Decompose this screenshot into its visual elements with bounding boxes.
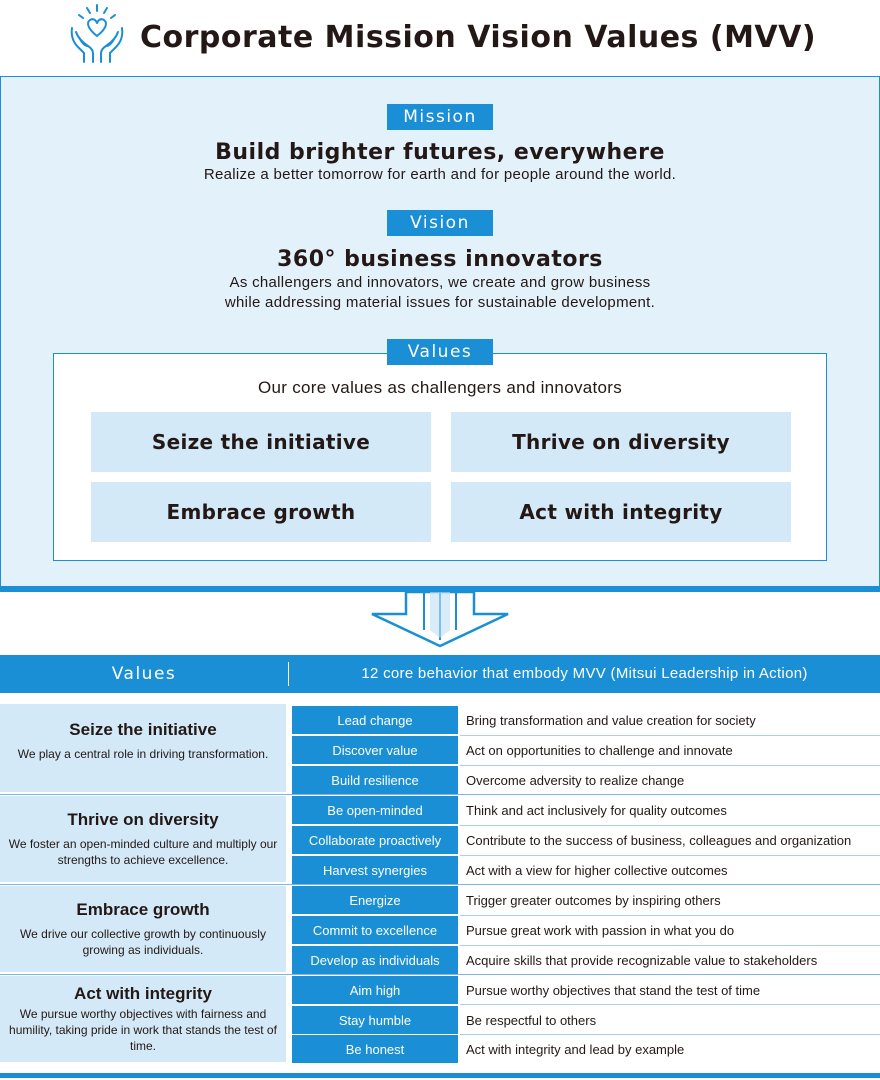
- table-bottom-border: [0, 1073, 880, 1078]
- behavior-name: Energize: [292, 886, 458, 914]
- row-divider: [460, 945, 880, 946]
- row-divider: [460, 765, 880, 766]
- down-arrow-icon: [371, 590, 509, 648]
- behavior-desc: Be respectful to others: [466, 1012, 597, 1028]
- value-group-cell: [0, 976, 286, 1062]
- heart-in-hands-icon: [70, 4, 124, 63]
- table-header-behaviors: 12 core behavior that embody MVV (Mitsui…: [361, 665, 808, 682]
- behavior-name: Stay humble: [292, 1006, 458, 1034]
- behavior-desc: Pursue great work with passion in what y…: [466, 922, 735, 938]
- table-header-divider: [288, 662, 289, 686]
- value-group-cell: [0, 796, 286, 882]
- value-card-seize: Seize the initiative: [91, 412, 431, 472]
- vision-label: Vision: [387, 210, 493, 236]
- row-divider: [460, 825, 880, 826]
- value-group-cell: [0, 886, 286, 972]
- value-group-desc: We play a central role in driving transf…: [17, 747, 269, 761]
- values-label: Values: [387, 339, 493, 365]
- behavior-name: Aim high: [292, 976, 458, 1004]
- value-group-cell: [0, 704, 286, 792]
- group-divider: [0, 974, 880, 975]
- behavior-name: Harvest synergies: [292, 856, 458, 884]
- behavior-desc: Act on opportunities to challenge and in…: [466, 742, 733, 758]
- value-card-growth: Embrace growth: [91, 482, 431, 542]
- vision-headline: 360° business innovators: [277, 247, 603, 272]
- row-divider: [460, 1034, 880, 1035]
- behavior-desc: Acquire skills that provide recognizable…: [466, 952, 818, 968]
- behavior-desc: Think and act inclusively for quality ou…: [466, 802, 727, 818]
- behavior-name: Lead change: [292, 706, 458, 734]
- behavior-name: Commit to excellence: [292, 916, 458, 944]
- mission-text: Realize a better tomorrow for earth and …: [203, 166, 677, 183]
- table-header: [0, 655, 880, 693]
- value-group-title: Seize the initiative: [69, 720, 217, 739]
- row-divider: [460, 915, 880, 916]
- value-group-title: Act with integrity: [74, 984, 212, 1003]
- row-divider: [460, 735, 880, 736]
- behavior-desc: Pursue worthy objectives that stand the …: [466, 982, 761, 998]
- row-divider: [460, 1004, 880, 1005]
- value-group-desc: We pursue worthy objectives with fairnes…: [9, 1007, 277, 1053]
- value-group-title: Embrace growth: [76, 900, 210, 919]
- behavior-desc: Bring transformation and value creation …: [466, 712, 756, 728]
- mission-headline: Build brighter futures, everywhere: [215, 140, 665, 165]
- value-group-desc: We foster an open-minded culture and mul…: [8, 837, 278, 867]
- value-group-title: Thrive on diversity: [67, 810, 219, 829]
- vision-text-line2: while addressing material issues for sus…: [224, 294, 656, 311]
- behavior-name: Collaborate proactively: [292, 826, 458, 854]
- table-header-values: Values: [111, 664, 177, 684]
- group-divider: [0, 884, 880, 885]
- behavior-desc: Act with integrity and lead by example: [466, 1041, 685, 1057]
- behavior-name: Be honest: [292, 1035, 458, 1063]
- behavior-name: Build resilience: [292, 766, 458, 794]
- behavior-desc: Act with a view for higher collective ou…: [466, 862, 728, 878]
- behavior-name: Discover value: [292, 736, 458, 764]
- behavior-desc: Overcome adversity to realize change: [466, 772, 685, 788]
- value-card-diversity: Thrive on diversity: [451, 412, 791, 472]
- value-card-integrity: Act with integrity: [451, 482, 791, 542]
- values-intro: Our core values as challengers and innov…: [257, 378, 623, 397]
- behavior-name: Develop as individuals: [292, 946, 458, 974]
- mvv-panel-border: [0, 586, 880, 592]
- row-divider: [460, 855, 880, 856]
- mission-label: Mission: [387, 104, 493, 130]
- group-divider: [0, 794, 880, 795]
- vision-text-line1: As challengers and innovators, we create…: [229, 274, 651, 291]
- behavior-desc: Trigger greater outcomes by inspiring ot…: [466, 892, 721, 908]
- page-title: Corporate Mission Vision Values (MVV): [140, 20, 817, 55]
- behavior-name: Be open-minded: [292, 796, 458, 824]
- value-group-desc: We drive our collective growth by contin…: [20, 927, 266, 957]
- behavior-desc: Contribute to the success of business, c…: [466, 832, 852, 848]
